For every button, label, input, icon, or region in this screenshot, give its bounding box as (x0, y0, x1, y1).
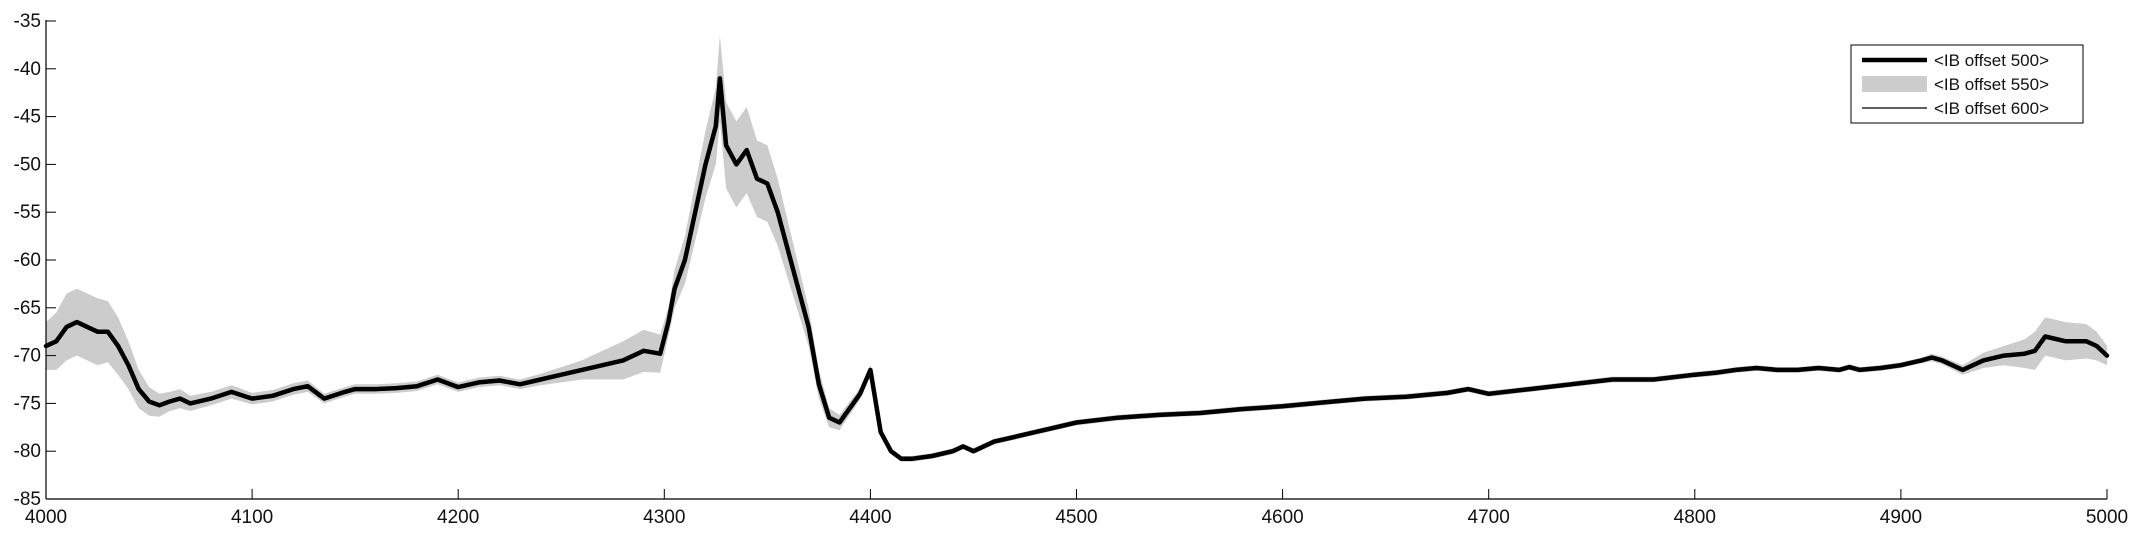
x-tick-label: 4700 (1468, 507, 1510, 528)
y-tick-label: -60 (14, 250, 41, 271)
y-tick-label: -45 (14, 107, 41, 128)
legend: <IB offset 500> <IB offset 550> <IB offset… (1850, 44, 2084, 124)
x-tick-label: 4300 (643, 507, 685, 528)
y-tick-label: -50 (14, 154, 41, 175)
x-tick-label: 4900 (1880, 507, 1922, 528)
x-tick-label: 4600 (1261, 507, 1303, 528)
legend-label: <IB offset 600> (1934, 99, 2049, 118)
x-tick-label: 4100 (231, 507, 273, 528)
series-line-2 (45, 77, 2108, 460)
legend-swatch-band (1862, 76, 1927, 92)
x-tick-label: 4000 (25, 507, 67, 528)
x-tick-label: 5000 (2086, 507, 2128, 528)
legend-label: <IB offset 500> (1934, 51, 2049, 70)
y-tick-label: -80 (14, 441, 41, 462)
y-tick-label: -55 (14, 202, 41, 223)
legend-label: <IB offset 550> (1934, 75, 2049, 94)
y-tick-label: -85 (14, 489, 41, 510)
y-tick-label: -65 (14, 298, 41, 319)
x-tick-label: 4500 (1055, 507, 1097, 528)
series-line-0 (43, 76, 2110, 462)
y-tick-label: -35 (14, 11, 41, 32)
plot-area (43, 35, 2110, 462)
y-tick-label: -75 (14, 393, 41, 414)
x-tick-label: 4800 (1674, 507, 1716, 528)
y-tick-label: -40 (14, 59, 41, 80)
y-tick-label: -70 (14, 346, 41, 367)
series-band-1 (46, 35, 2107, 462)
x-tick-label: 4400 (849, 507, 891, 528)
x-tick-label: 4200 (437, 507, 479, 528)
